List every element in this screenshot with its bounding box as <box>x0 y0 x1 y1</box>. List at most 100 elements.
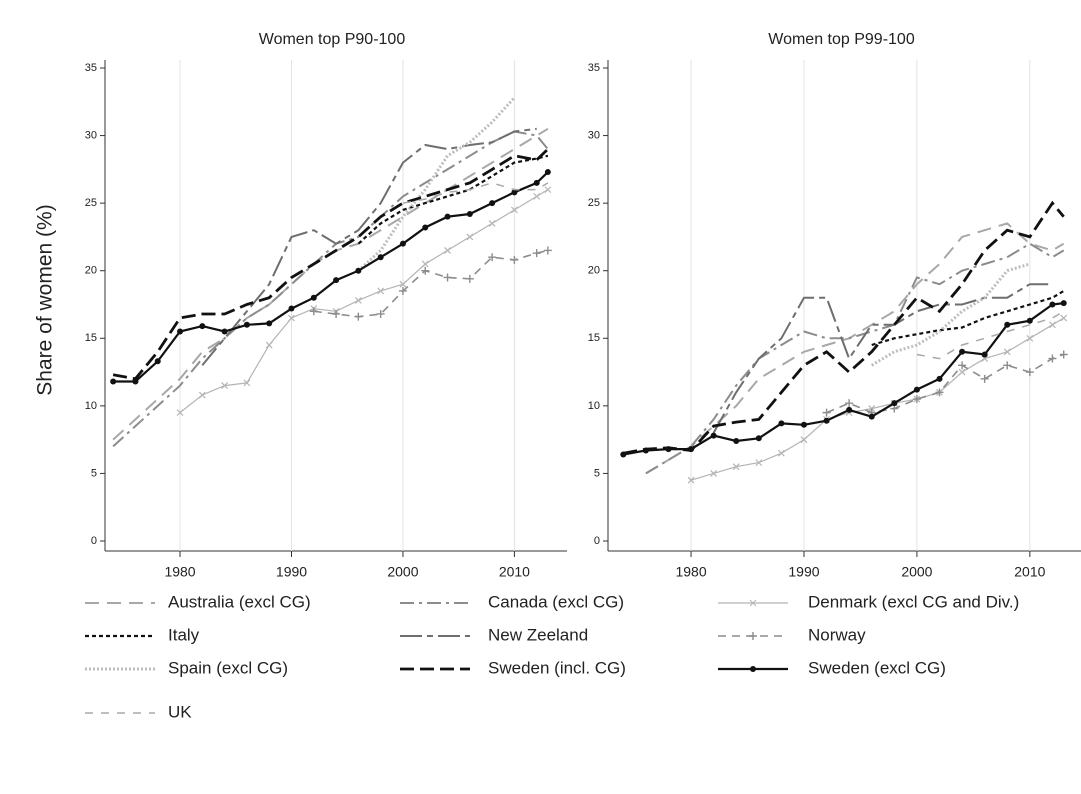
marker <box>1003 348 1011 356</box>
y-tick-label: 30 <box>85 129 97 141</box>
marker <box>958 368 966 376</box>
marker <box>421 266 430 275</box>
series-line <box>871 290 1065 347</box>
marker <box>710 470 718 477</box>
marker <box>398 286 407 295</box>
marker <box>421 260 429 268</box>
series-line <box>690 317 1065 481</box>
marker <box>510 206 518 214</box>
marker <box>913 386 920 393</box>
marker <box>310 294 317 301</box>
legend-label: Sweden (incl. CG) <box>488 658 626 677</box>
marker <box>265 341 273 349</box>
y-tick-label: 15 <box>588 332 600 344</box>
marker <box>288 305 295 312</box>
marker <box>443 273 452 282</box>
y-tick-label: 5 <box>594 467 600 479</box>
marker <box>110 378 117 385</box>
marker <box>981 351 988 358</box>
x-tick-label: 1990 <box>788 564 819 580</box>
y-tick-label: 20 <box>85 265 97 277</box>
y-tick-label: 10 <box>85 400 97 412</box>
marker <box>800 421 807 428</box>
marker <box>665 446 672 453</box>
marker <box>377 254 384 261</box>
marker <box>1003 361 1012 370</box>
marker <box>355 267 362 274</box>
marker <box>354 312 363 321</box>
marker <box>444 247 451 254</box>
marker <box>510 255 519 264</box>
series-line <box>357 154 549 245</box>
marker <box>532 249 541 258</box>
marker <box>642 447 649 454</box>
marker <box>1025 368 1034 377</box>
y-tick-label: 15 <box>85 332 97 344</box>
legend-label: Italy <box>168 625 200 644</box>
marker <box>543 246 552 255</box>
legend-label: Sweden (excl CG) <box>808 658 946 677</box>
y-tick-label: 0 <box>91 535 97 547</box>
marker <box>1060 300 1067 307</box>
marker <box>958 361 967 370</box>
marker <box>544 169 551 176</box>
y-tick-label: 35 <box>85 62 97 74</box>
y-tick-label: 0 <box>594 535 600 547</box>
marker <box>243 379 251 387</box>
marker <box>177 328 184 335</box>
marker <box>936 375 943 382</box>
marker <box>465 274 474 283</box>
marker <box>822 408 831 417</box>
marker <box>332 309 341 318</box>
marker <box>1048 354 1057 363</box>
marker <box>959 348 966 355</box>
marker <box>444 213 451 220</box>
marker <box>755 435 762 442</box>
marker <box>377 287 385 295</box>
marker <box>533 179 540 186</box>
marker <box>176 409 184 417</box>
marker <box>198 391 206 399</box>
x-tick-label: 2010 <box>499 564 530 580</box>
marker <box>221 328 228 335</box>
legend-label: UK <box>168 702 192 721</box>
marker <box>533 192 541 200</box>
series-line <box>179 189 549 414</box>
series-line <box>645 242 1065 475</box>
y-tick-label: 35 <box>588 62 600 74</box>
marker <box>823 417 830 424</box>
marker <box>288 314 295 322</box>
series-line <box>357 96 516 272</box>
series-line <box>313 249 549 318</box>
marker <box>846 406 853 413</box>
marker <box>1026 334 1034 342</box>
marker <box>733 437 740 444</box>
marker <box>845 399 854 408</box>
marker <box>868 405 876 412</box>
marker <box>777 449 785 457</box>
marker <box>511 189 518 196</box>
legend-label: Australia (excl CG) <box>168 592 311 611</box>
x-tick-label: 1990 <box>276 564 307 580</box>
marker <box>755 459 763 467</box>
panel-title: Women top P99-100 <box>768 31 915 48</box>
legend-label: Spain (excl CG) <box>168 658 288 677</box>
marker <box>266 320 273 327</box>
marker <box>980 374 989 383</box>
marker <box>800 436 808 444</box>
marker <box>488 253 497 262</box>
series-line <box>916 310 1065 360</box>
legend-marker <box>749 599 757 607</box>
marker <box>399 240 406 247</box>
panel-title: Women top P90-100 <box>259 31 406 48</box>
marker <box>354 297 362 304</box>
legend-marker <box>749 632 757 640</box>
legend-label: Norway <box>808 625 866 644</box>
marker <box>688 446 695 453</box>
marker <box>309 307 318 316</box>
series-line <box>112 148 549 381</box>
marker <box>488 219 496 227</box>
marker <box>132 378 139 385</box>
marker <box>199 323 206 330</box>
